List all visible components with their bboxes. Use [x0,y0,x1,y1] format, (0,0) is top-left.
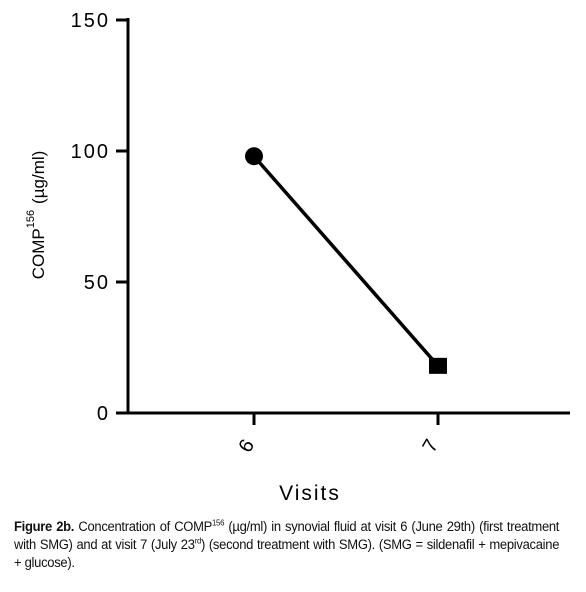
caption-sup: 156 [212,518,225,528]
y-tick-label: 100 [71,141,110,163]
y-label-text: COMP [29,228,48,279]
x-axis-label: Visits [279,482,341,505]
caption-sup: rd [194,536,202,546]
y-tick-label: 0 [97,403,110,425]
caption-text: (µg/ml) in synovial fluid at visit 6 (Ju… [14,519,560,552]
x-tick-label: 6 [234,436,259,457]
y-label-superscript: 156 [25,210,37,228]
marker [245,147,263,166]
caption: Figure 2b. Concentration of COMP156 (µg/… [14,518,559,572]
chart: Visits COMP156 (µg/ml) 0 50 100 150 6 7 [25,10,570,505]
x-tick-label: 7 [418,436,443,457]
line [252,155,440,367]
y-tick-label: 150 [71,10,110,32]
marker [429,357,447,374]
caption-text: ) (second treatment with SMG). (SMG = si… [14,537,560,570]
caption-text: Concentration of COMP [74,519,213,534]
y-label-unit: (µg/ml) [29,151,48,204]
y-tick-label: 50 [84,272,110,294]
y-axis-label: COMP156 (µg/ml) [25,151,48,280]
caption-label: Figure 2b. [14,519,75,534]
